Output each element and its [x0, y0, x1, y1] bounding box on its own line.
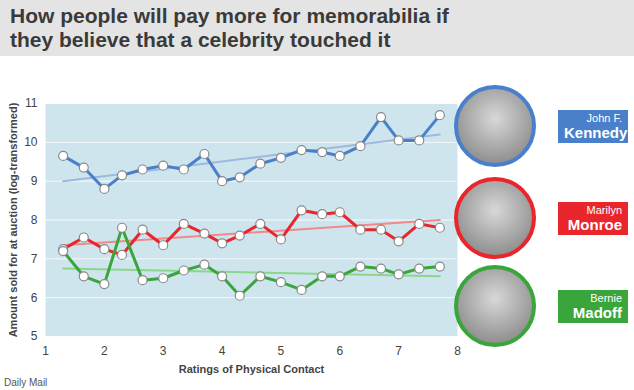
html-text:Monroe: Monroe [567, 215, 622, 233]
html-text:Marilyn: Marilyn [586, 204, 622, 216]
svg-text:5: 5 [31, 329, 38, 343]
svg-text:Ratings of Physical Contact: Ratings of Physical Contact [179, 363, 325, 375]
svg-text:2: 2 [101, 344, 108, 358]
svg-text:8: 8 [454, 344, 461, 358]
svg-text:6: 6 [336, 344, 343, 358]
html-text:Madoff: Madoff [572, 303, 622, 321]
html-text:How people will pay more for m: How people will pay more for memorabilia… [10, 4, 449, 51]
svg-text:4: 4 [219, 344, 226, 358]
svg-text:6: 6 [31, 291, 38, 305]
svg-text:8: 8 [31, 213, 38, 227]
svg-text:10: 10 [24, 135, 38, 149]
html-text:John F.: John F. [586, 112, 622, 124]
svg-text:7: 7 [31, 252, 38, 266]
html-text:Daily Mail: Daily Mail [4, 377, 48, 388]
svg-text:5: 5 [278, 344, 285, 358]
svg-text:Amount sold for at auction (lo: Amount sold for at auction (log-transfor… [7, 102, 19, 337]
svg-text:11: 11 [25, 96, 38, 110]
svg-text:3: 3 [160, 344, 167, 358]
svg-text:9: 9 [31, 174, 38, 188]
html-text:Bernie: Bernie [590, 292, 622, 304]
html-text:Kennedy: Kennedy [564, 123, 628, 141]
svg-text:1: 1 [42, 344, 49, 358]
svg-text:7: 7 [395, 344, 402, 358]
